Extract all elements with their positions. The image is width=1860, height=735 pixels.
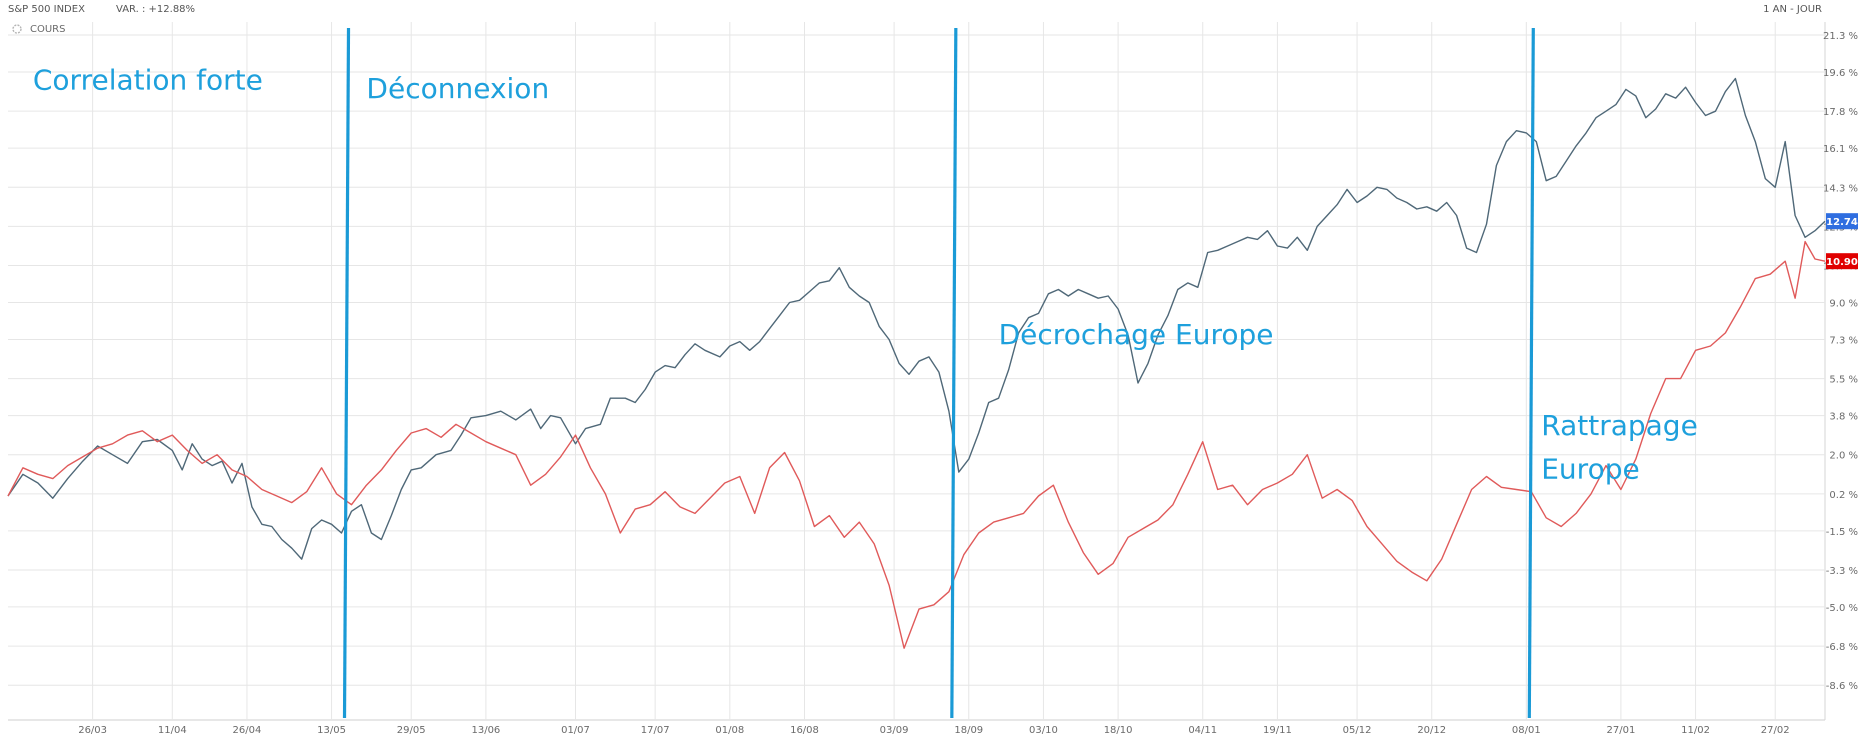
x-tick-label: 16/08 bbox=[790, 725, 819, 735]
x-tick-label: 05/12 bbox=[1343, 725, 1372, 735]
x-tick-label: 03/10 bbox=[1029, 725, 1058, 735]
x-tick-label: 08/01 bbox=[1512, 725, 1541, 735]
y-tick-label: 14.3 % bbox=[1823, 183, 1858, 194]
event-line bbox=[1527, 27, 1535, 719]
x-tick-label: 13/06 bbox=[471, 725, 500, 735]
series-line-2 bbox=[7, 240, 1826, 649]
end-value-badges: 12.74 10.90 bbox=[1826, 213, 1858, 270]
x-tick-label: 11/04 bbox=[158, 725, 187, 735]
y-tick-label: -5.0 % bbox=[1826, 603, 1858, 614]
x-tick-label: 26/03 bbox=[78, 725, 107, 735]
y-tick-label: 16.1 % bbox=[1823, 144, 1858, 155]
x-tick-label: 04/11 bbox=[1188, 725, 1217, 735]
x-tick-label: 17/07 bbox=[641, 725, 670, 735]
y-tick-label: 0.2 % bbox=[1829, 490, 1858, 501]
x-tick-label: 27/01 bbox=[1606, 725, 1635, 735]
period-label[interactable]: 1 AN - JOUR bbox=[1763, 4, 1822, 15]
y-tick-label: -6.8 % bbox=[1826, 642, 1858, 653]
x-tick-label: 01/08 bbox=[715, 725, 744, 735]
event-line bbox=[342, 27, 351, 719]
x-tick-label: 20/12 bbox=[1417, 725, 1446, 735]
index-name: S&P 500 INDEX bbox=[8, 4, 85, 15]
grid bbox=[8, 22, 1826, 721]
legend-label: COURS bbox=[30, 24, 65, 35]
end-value-badge bbox=[1826, 253, 1858, 270]
y-tick-label: 19.6 % bbox=[1823, 68, 1858, 79]
x-tick-label: 18/09 bbox=[954, 725, 983, 735]
y-tick-label: 3.8 % bbox=[1829, 412, 1858, 423]
x-tick-label: 01/07 bbox=[561, 725, 590, 735]
annotation-label: Rattrapage bbox=[1541, 409, 1698, 442]
x-tick-label: 27/02 bbox=[1761, 725, 1790, 735]
y-tick-label: 17.8 % bbox=[1823, 107, 1858, 118]
x-tick-label: 26/04 bbox=[233, 725, 262, 735]
event-lines bbox=[342, 27, 1535, 719]
end-value-label: 12.74 bbox=[1826, 217, 1858, 228]
y-tick-label: 7.3 % bbox=[1829, 335, 1858, 346]
x-tick-label: 29/05 bbox=[397, 725, 426, 735]
x-tick-label: 13/05 bbox=[317, 725, 346, 735]
x-tick-label: 18/10 bbox=[1104, 725, 1133, 735]
legend-gear-icon bbox=[12, 24, 22, 34]
end-value-label: 10.90 bbox=[1826, 257, 1858, 268]
annotation-label: Europe bbox=[1541, 453, 1639, 486]
y-tick-label: -8.6 % bbox=[1826, 681, 1858, 692]
x-tick-label: 03/09 bbox=[880, 725, 909, 735]
annotation-label: Correlation forte bbox=[33, 63, 263, 96]
event-line bbox=[950, 27, 958, 719]
annotations: Correlation forte Déconnexion Décrochage E… bbox=[33, 63, 1698, 485]
y-tick-label: -3.3 % bbox=[1826, 566, 1858, 577]
y-tick-label: 9.0 % bbox=[1829, 299, 1858, 310]
y-tick-label: 5.5 % bbox=[1829, 375, 1858, 386]
y-tick-label: -1.5 % bbox=[1826, 527, 1858, 538]
end-value-badge bbox=[1826, 213, 1858, 230]
y-tick-label: 21.3 % bbox=[1823, 31, 1858, 42]
annotation-label: Déconnexion bbox=[366, 72, 549, 105]
legend-cours[interactable]: COURS bbox=[12, 24, 65, 35]
x-tick-label: 19/11 bbox=[1263, 725, 1292, 735]
x-tick-label: 11/02 bbox=[1681, 725, 1710, 735]
variation-label: VAR. : +12.88% bbox=[116, 4, 195, 15]
series-layer bbox=[7, 77, 1826, 649]
annotation-label: Décrochage Europe bbox=[999, 318, 1274, 351]
series-line-1 bbox=[7, 77, 1826, 560]
tick-labels: 21.3 %19.6 %17.8 %16.1 %14.3 %12.5 %10.7… bbox=[78, 31, 1858, 735]
y-tick-label: 2.0 % bbox=[1829, 451, 1858, 462]
